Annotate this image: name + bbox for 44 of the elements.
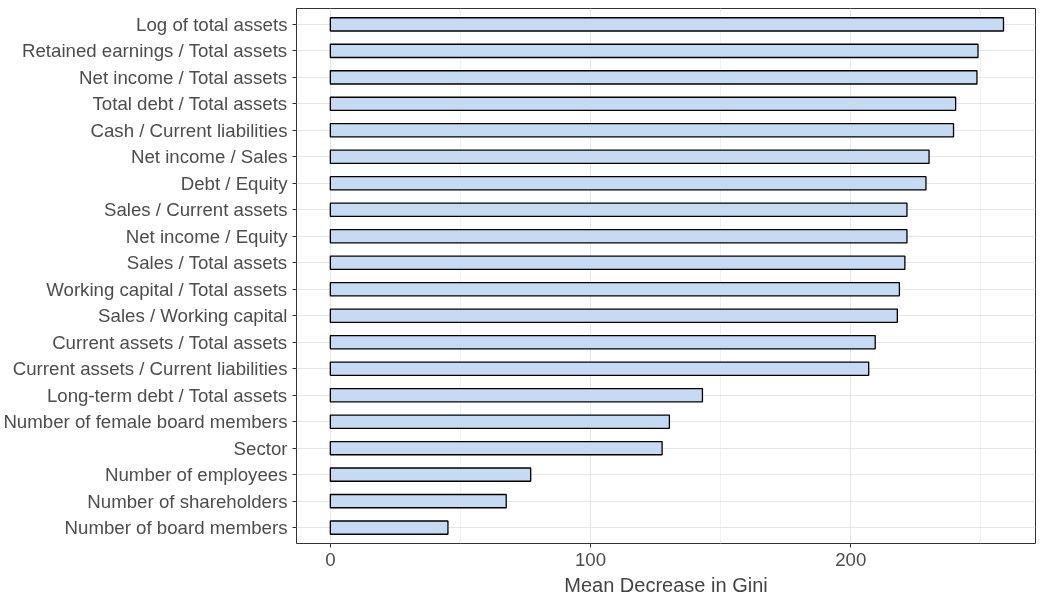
y-tick-label: Number of board members <box>64 517 288 539</box>
bar <box>329 43 979 59</box>
y-tick-label: Net income / Equity <box>125 225 289 247</box>
bar <box>329 361 870 376</box>
y-tick-label: Sector <box>233 437 288 459</box>
bar <box>329 520 449 535</box>
y-tick-label: Current assets / Total assets <box>52 331 288 353</box>
x-tick-label: 100 <box>574 548 607 570</box>
y-tick-label: Sales / Current assets <box>103 199 288 221</box>
y-tick-label: Log of total assets <box>136 13 288 35</box>
bar <box>329 308 898 323</box>
y-tick-label: Sales / Total assets <box>126 252 288 274</box>
bar <box>329 414 671 429</box>
bar <box>329 467 532 482</box>
bar <box>329 202 908 218</box>
x-axis-title: Mean Decrease in Gini <box>564 573 768 596</box>
y-tick-label: Long-term debt / Total assets <box>46 384 288 406</box>
bar <box>329 96 957 112</box>
bar <box>329 281 901 297</box>
y-tick-label: Number of shareholders <box>87 490 288 512</box>
bar <box>329 493 507 509</box>
bar <box>329 70 978 85</box>
y-tick-label: Working capital / Total assets <box>46 278 288 300</box>
y-tick-label: Net income / Total assets <box>79 66 288 88</box>
y-tick-label: Total debt / Total assets <box>92 93 288 115</box>
bar <box>329 440 663 456</box>
bar <box>329 17 1005 32</box>
y-tick-label: Retained earnings / Total assets <box>22 40 288 62</box>
y-tick-label: Current assets / Current liabilities <box>12 358 288 380</box>
bar <box>329 149 930 165</box>
y-tick-label: Number of employees <box>105 464 288 486</box>
bar <box>329 229 908 244</box>
y-tick-label: Sales / Working capital <box>98 305 288 327</box>
x-tick-label: 0 <box>325 548 336 570</box>
bar <box>329 387 704 403</box>
y-tick-label: Debt / Equity <box>180 172 289 194</box>
bar <box>329 334 876 350</box>
y-tick-label: Cash / Current liabilities <box>90 119 288 141</box>
y-tick-label: Number of female board members <box>3 411 288 433</box>
x-tick-label: 200 <box>835 548 867 570</box>
bar <box>329 123 955 138</box>
y-tick-label: Net income / Sales <box>130 146 288 168</box>
bar <box>329 176 927 191</box>
bar <box>329 255 906 271</box>
